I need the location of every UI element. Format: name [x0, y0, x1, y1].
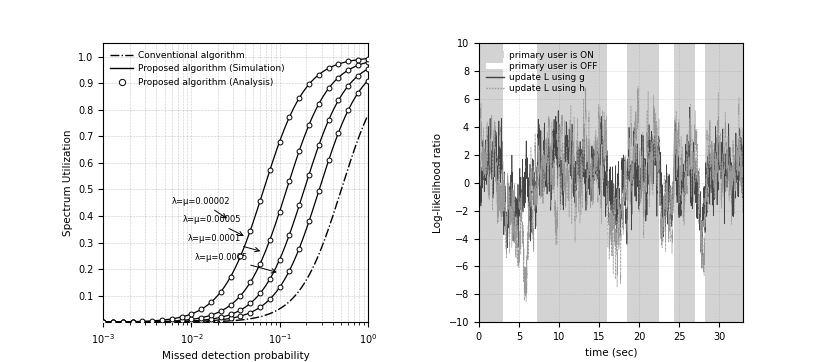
Text: λ=μ=0.0001: λ=μ=0.0001 — [188, 234, 259, 252]
Y-axis label: Log-likelihood ratio: Log-likelihood ratio — [433, 133, 444, 233]
Bar — [479, 43, 503, 322]
Bar — [537, 43, 607, 322]
Bar — [627, 43, 659, 322]
Text: λ=μ=0.00002: λ=μ=0.00002 — [172, 197, 230, 218]
Text: λ=μ=0.0005: λ=μ=0.0005 — [195, 253, 276, 273]
Legend: primary user is ON, primary user is OFF, update L using g, update L using h: primary user is ON, primary user is OFF,… — [483, 48, 600, 96]
Legend: Conventional algorithm, Proposed algorithm (Simulation), Proposed algorithm (Ana: Conventional algorithm, Proposed algorit… — [107, 48, 287, 89]
Text: λ=μ=0.00005: λ=μ=0.00005 — [183, 215, 243, 236]
X-axis label: Missed detection probability: Missed detection probability — [162, 351, 310, 361]
Bar — [674, 43, 695, 322]
X-axis label: time (sec): time (sec) — [585, 348, 638, 357]
Bar — [705, 43, 743, 322]
Y-axis label: Spectrum Utilization: Spectrum Utilization — [63, 130, 73, 236]
